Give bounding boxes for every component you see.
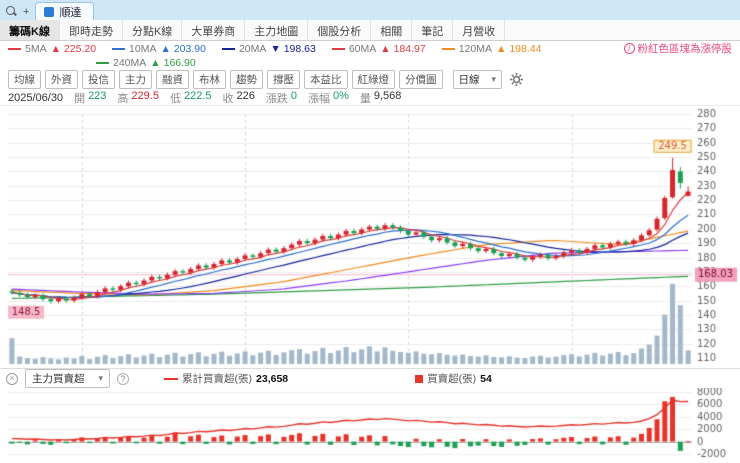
limit-up-note: i 粉紅色區塊為漲停股	[623, 41, 732, 56]
tab-monthly-revenue[interactable]: 月營收	[453, 20, 506, 40]
tab-realtime[interactable]: 即時走勢	[60, 20, 123, 40]
ma-legend-240: 240MA ▲ 166.90	[96, 57, 196, 69]
quote-close: 收 226	[222, 89, 255, 105]
module-tabbar: 籌碼K線 即時走勢 分點K線 大單券商 主力地圖 個股分析 相關 筆記 月營收	[0, 20, 740, 41]
toolbar-btn-trend[interactable]: 趨勢	[230, 70, 263, 89]
cumulative-legend: 累計買賣超(張) 23,658	[164, 371, 288, 386]
stock-icon	[44, 6, 55, 17]
toolbar-btn-margin[interactable]: 融資	[156, 70, 189, 89]
toolbar-btn-support[interactable]: 撐壓	[267, 70, 300, 89]
tab-stock-analysis[interactable]: 個股分析	[308, 20, 372, 40]
new-tab-button[interactable]: +	[23, 6, 30, 18]
toolbar-btn-trust[interactable]: 投信	[82, 70, 115, 89]
toolbar-btn-ma[interactable]: 均線	[8, 70, 41, 89]
quote-low: 低 222.5	[169, 89, 212, 105]
ma-legend-row: 5MA ▲ 225.20 10MA ▲ 203.90 20MA ▼ 198.63…	[0, 41, 740, 56]
tab-chip-kline[interactable]: 籌碼K線	[0, 20, 60, 40]
quote-change: 漲跌 0	[265, 89, 297, 105]
tab-related[interactable]: 相關	[371, 20, 413, 40]
ma-legend-20: 20MA ▼ 198.63	[221, 43, 316, 55]
tab-notes[interactable]: 筆記	[412, 20, 454, 40]
ma240-swatch	[96, 61, 109, 64]
quote-high: 高 229.5	[117, 89, 159, 105]
toolbar-btn-bollinger[interactable]: 布林	[193, 70, 226, 89]
indicator-bar-chart[interactable]	[0, 388, 740, 463]
close-icon[interactable]: ×	[6, 372, 18, 385]
quote-volume: 量 9,568	[359, 89, 402, 105]
browser-tab-strip: + 順達	[0, 0, 740, 20]
help-icon[interactable]: ?	[117, 372, 130, 385]
search-icon[interactable]	[6, 6, 17, 17]
main-kline-chart[interactable]	[0, 106, 740, 368]
quote-row: 2025/06/30 開 223 高 229.5 低 222.5 收 226 漲跌 0 漲…	[0, 90, 740, 106]
quote-change-pct: 漲幅 0%	[307, 89, 349, 105]
info-icon: i	[623, 43, 635, 54]
stock-tab[interactable]: 順達	[35, 2, 95, 20]
cumulative-line-swatch	[164, 377, 179, 380]
chevron-down-icon: ▾	[491, 74, 497, 84]
chevron-down-icon: ▾	[98, 373, 104, 383]
ma-legend-5: 5MA ▲ 225.20	[8, 43, 96, 55]
indicator-select[interactable]: 主力買賣超 ▾	[25, 369, 111, 388]
ma-legend-10: 10MA ▲ 203.90	[112, 43, 206, 55]
ma60-swatch	[331, 47, 345, 50]
tab-main-force-map[interactable]: 主力地圖	[245, 20, 309, 40]
period-select[interactable]: 日線 ▾	[452, 70, 503, 89]
ma20-swatch	[221, 47, 235, 50]
ma-legend-row-2: 240MA ▲ 166.90	[0, 56, 740, 69]
quote-open: 開 223	[74, 89, 107, 105]
toolbar-btn-pe[interactable]: 本益比	[304, 70, 348, 89]
stock-tab-title: 順達	[59, 6, 82, 19]
toolbar-btn-priceband[interactable]: 分價圖	[399, 70, 443, 89]
toolbar-btn-mainforce[interactable]: 主力	[119, 70, 152, 89]
ma-legend-120: 120MA ▲ 198.44	[441, 43, 541, 55]
netbuy-legend: 買賣超(張) 54	[415, 371, 492, 386]
netbuy-bar-swatch	[415, 374, 424, 383]
quote-date: 2025/06/30	[8, 91, 64, 104]
chart-toolbar: 均線 外資 投信 主力 融資 布林 趨勢 撐壓 本益比 紅綠燈 分價圖 日線 ▾	[0, 69, 740, 90]
ma10-swatch	[112, 47, 126, 50]
toolbar-btn-signal[interactable]: 紅綠燈	[351, 70, 395, 89]
ma5-swatch	[8, 47, 21, 50]
tab-branch-kline[interactable]: 分點K線	[123, 20, 183, 40]
ma120-swatch	[441, 47, 455, 50]
gear-icon[interactable]	[510, 73, 524, 86]
tab-big-orders[interactable]: 大單券商	[182, 20, 246, 40]
ma-legend-60: 60MA ▲ 184.97	[331, 43, 426, 55]
toolbar-btn-foreign[interactable]: 外資	[45, 70, 78, 89]
indicator-header: × 主力買賣超 ▾ ? 累計買賣超(張) 23,658 買賣超(張) 54	[0, 368, 740, 388]
